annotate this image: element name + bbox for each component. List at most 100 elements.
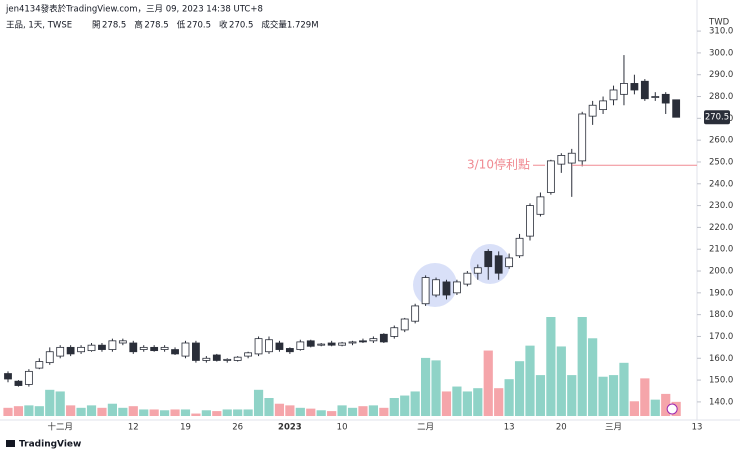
volume-bar [347, 407, 358, 416]
candle-body [546, 160, 555, 193]
y-tick-label: 260.0 [709, 136, 733, 146]
volume-bar [97, 407, 107, 416]
y-tick-label: 150.0 [709, 376, 733, 386]
candle-body [296, 341, 305, 350]
volume-bar [3, 407, 13, 416]
candle-body [192, 342, 200, 361]
candle-body [275, 342, 284, 350]
volume-bar [608, 375, 619, 416]
candle-body [14, 380, 23, 386]
volume-bar [389, 398, 399, 416]
symbol: 王品, 1天, TWSE [6, 21, 72, 31]
y-tick-label: 220.0 [709, 223, 733, 233]
volume-bar [128, 406, 138, 416]
volume-bar [316, 410, 326, 416]
ohlc-readout: 開 278.5 高 278.5 低 270.5 收 270.5 成交量1.729M [92, 20, 319, 31]
volume-bar [139, 409, 149, 416]
volume-bar [24, 405, 34, 416]
candle-body [557, 155, 566, 165]
candle-body [526, 205, 534, 237]
x-tick-label: 13 [504, 423, 515, 433]
volume-bar [191, 413, 201, 416]
y-tick-label: 210.0 [709, 245, 733, 255]
byline: jen4134發表於TradingView.com，三月 09, 2023 14… [5, 4, 263, 15]
y-tick-label: 160.0 [709, 354, 733, 364]
volume-bar [170, 409, 180, 416]
x-tick-label: 2023 [278, 423, 302, 433]
volume-bar [295, 407, 305, 416]
y-tick-label: 280.0 [709, 92, 733, 102]
candle-body [254, 338, 263, 355]
volume-bar [337, 405, 347, 416]
logo: TradingView [6, 440, 81, 450]
volume-bar [212, 411, 222, 416]
candle-body [369, 338, 378, 342]
volume-bar [107, 403, 117, 416]
candle-body [139, 346, 148, 350]
volume-bar [514, 361, 525, 416]
volume-bar [118, 407, 128, 416]
candle-body [56, 346, 65, 357]
x-tick-label: 26 [232, 423, 243, 433]
volume-bar [201, 410, 211, 416]
candle-body [620, 83, 628, 95]
candle-body [515, 237, 524, 257]
candle-body [202, 357, 211, 361]
volume-bar [525, 345, 535, 416]
candle-body [651, 96, 660, 98]
candle-body [588, 104, 597, 117]
y-tick-label: 170.0 [709, 332, 733, 342]
candle-body [129, 342, 138, 353]
candle-body [359, 340, 367, 343]
candle-body [233, 356, 242, 361]
volume-bar [588, 338, 598, 416]
volume-bar [577, 317, 587, 416]
volume-bar [358, 406, 368, 416]
currency: TWD [708, 18, 730, 28]
candle-body [421, 277, 430, 305]
candle-body [317, 343, 326, 346]
candle-body [338, 342, 346, 346]
volume-bar [629, 401, 639, 416]
volume-bar [222, 409, 232, 416]
candle-body [599, 100, 607, 111]
annotation-text: 3/10停利點 [467, 157, 530, 172]
candle-body [672, 99, 681, 118]
volume-bar [285, 405, 295, 416]
y-tick-label: 290.0 [709, 70, 733, 80]
candle-body [505, 257, 514, 268]
y-tick-label: 230.0 [709, 201, 733, 211]
x-tick-label: 19 [180, 423, 191, 433]
candle-body [244, 352, 253, 357]
volume-bar [274, 403, 285, 416]
volume-bar [640, 378, 650, 416]
volume-bar [556, 346, 566, 416]
candle-body [494, 255, 503, 274]
ohlc-label: 開 [92, 21, 101, 31]
candle-body [265, 339, 273, 353]
candle-body [348, 341, 357, 344]
candle-body [453, 281, 461, 294]
ohlc-value: 278.5 [144, 21, 168, 31]
volume-bar [368, 405, 378, 416]
candle-body [212, 354, 221, 361]
candle-body [578, 113, 587, 162]
candle-body [432, 279, 440, 296]
volume-bar [661, 393, 671, 416]
ohlc-value: 270.5 [187, 21, 211, 31]
volume-bar [598, 376, 608, 416]
volume-bar [306, 408, 316, 416]
candle-body [640, 80, 649, 100]
candle-body [77, 346, 85, 353]
candle-body [24, 370, 33, 385]
volume-bar [421, 357, 431, 416]
candle-body [223, 358, 232, 361]
ohlc-value: 270.5 [229, 21, 253, 31]
volume-bar [462, 391, 472, 416]
x-tick-label: 二月 [417, 423, 434, 433]
volume-bar [76, 407, 86, 416]
candle-body [181, 342, 190, 357]
y-tick-label: 240.0 [709, 179, 733, 189]
volume-bar [452, 386, 462, 416]
volume-bar [55, 391, 65, 416]
